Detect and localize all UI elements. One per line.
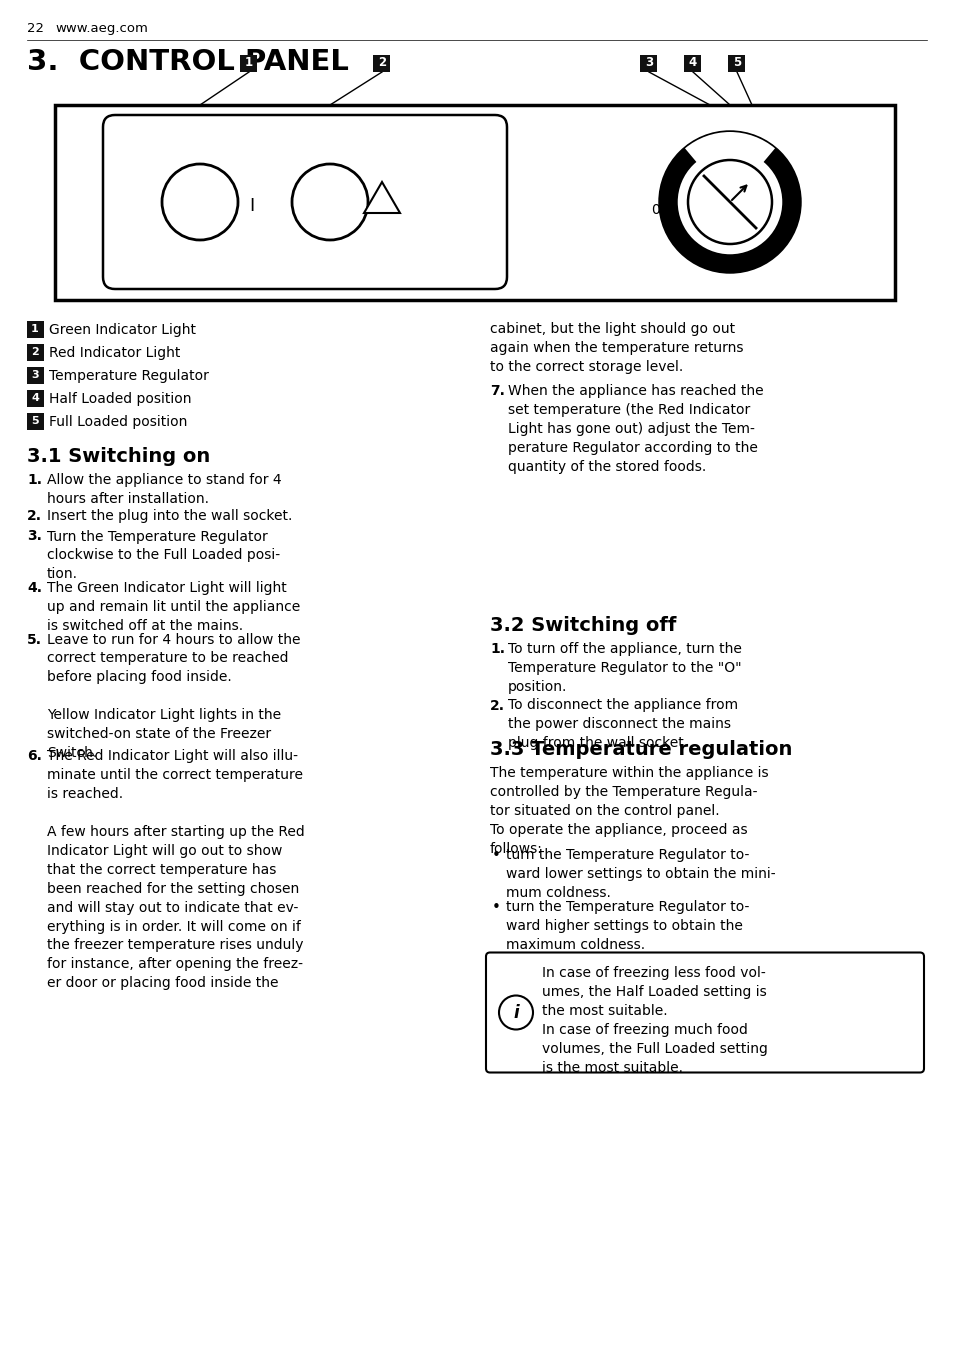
Text: 2.: 2. <box>490 699 504 713</box>
Text: The Red Indicator Light will also illu-
minate until the correct temperature
is : The Red Indicator Light will also illu- … <box>47 749 304 991</box>
Text: 3.: 3. <box>27 530 42 544</box>
FancyBboxPatch shape <box>639 54 657 72</box>
Text: 3: 3 <box>644 57 653 69</box>
Text: 22: 22 <box>27 22 44 35</box>
FancyBboxPatch shape <box>27 320 44 338</box>
Text: 7.: 7. <box>490 384 504 397</box>
FancyBboxPatch shape <box>374 54 390 72</box>
Wedge shape <box>684 132 774 201</box>
Text: Green Indicator Light: Green Indicator Light <box>49 323 195 337</box>
Circle shape <box>162 164 237 241</box>
FancyBboxPatch shape <box>485 953 923 1072</box>
Text: 1.: 1. <box>490 642 504 656</box>
Text: The Green Indicator Light will light
up and remain lit until the appliance
is sw: The Green Indicator Light will light up … <box>47 581 300 633</box>
Text: cabinet, but the light should go out
again when the temperature returns
to the c: cabinet, but the light should go out aga… <box>490 322 742 375</box>
Text: •: • <box>492 900 500 915</box>
Text: 5.: 5. <box>27 633 42 646</box>
Text: When the appliance has reached the
set temperature (the Red Indicator
Light has : When the appliance has reached the set t… <box>507 384 762 473</box>
Text: The temperature within the appliance is
controlled by the Temperature Regula-
to: The temperature within the appliance is … <box>490 767 768 856</box>
Text: Leave to run for 4 hours to allow the
correct temperature to be reached
before p: Leave to run for 4 hours to allow the co… <box>47 633 300 760</box>
Text: 3.3 Temperature regulation: 3.3 Temperature regulation <box>490 740 792 758</box>
Text: To turn off the appliance, turn the
Temperature Regulator to the "O"
position.: To turn off the appliance, turn the Temp… <box>507 642 741 694</box>
Text: www.aeg.com: www.aeg.com <box>55 22 148 35</box>
Text: To disconnect the appliance from
the power disconnect the mains
plug from the wa: To disconnect the appliance from the pow… <box>507 699 738 750</box>
FancyBboxPatch shape <box>103 115 506 289</box>
Text: 6.: 6. <box>27 749 42 763</box>
Text: 2: 2 <box>31 347 39 357</box>
Text: 1: 1 <box>245 57 253 69</box>
Text: i: i <box>513 1005 518 1022</box>
Text: 0: 0 <box>651 203 659 218</box>
FancyBboxPatch shape <box>27 343 44 361</box>
FancyBboxPatch shape <box>240 54 257 72</box>
Text: 3.2 Switching off: 3.2 Switching off <box>490 617 676 635</box>
Text: 4: 4 <box>31 393 39 403</box>
Text: Turn the Temperature Regulator
clockwise to the Full Loaded posi-
tion.: Turn the Temperature Regulator clockwise… <box>47 530 280 581</box>
Text: 4.: 4. <box>27 581 42 595</box>
Text: 1: 1 <box>31 324 39 334</box>
Text: 2.: 2. <box>27 508 42 523</box>
Text: turn the Temperature Regulator to-
ward lower settings to obtain the mini-
mum c: turn the Temperature Regulator to- ward … <box>505 849 775 900</box>
Text: 3: 3 <box>31 370 39 380</box>
Text: I: I <box>249 197 254 215</box>
Polygon shape <box>364 183 399 214</box>
Text: 5: 5 <box>732 57 740 69</box>
FancyBboxPatch shape <box>728 54 744 72</box>
Text: 2: 2 <box>377 57 386 69</box>
Text: 4: 4 <box>688 57 697 69</box>
Text: Insert the plug into the wall socket.: Insert the plug into the wall socket. <box>47 508 292 523</box>
Text: 5: 5 <box>31 416 39 426</box>
FancyBboxPatch shape <box>27 366 44 384</box>
Circle shape <box>498 995 533 1029</box>
Circle shape <box>292 164 368 241</box>
Text: 3.1 Switching on: 3.1 Switching on <box>27 448 210 466</box>
FancyBboxPatch shape <box>27 389 44 407</box>
Text: Allow the appliance to stand for 4
hours after installation.: Allow the appliance to stand for 4 hours… <box>47 473 281 506</box>
FancyBboxPatch shape <box>684 54 700 72</box>
FancyBboxPatch shape <box>27 412 44 430</box>
Text: In case of freezing less food vol-
umes, the Half Loaded setting is
the most sui: In case of freezing less food vol- umes,… <box>541 967 767 1075</box>
Text: Half Loaded position: Half Loaded position <box>49 392 192 406</box>
Circle shape <box>687 160 771 243</box>
FancyBboxPatch shape <box>55 105 894 300</box>
Text: Red Indicator Light: Red Indicator Light <box>49 346 180 360</box>
Text: 3.  CONTROL PANEL: 3. CONTROL PANEL <box>27 49 349 76</box>
Text: turn the Temperature Regulator to-
ward higher settings to obtain the
maximum co: turn the Temperature Regulator to- ward … <box>505 900 749 952</box>
Text: Full Loaded position: Full Loaded position <box>49 415 187 429</box>
Text: •: • <box>492 849 500 864</box>
Text: Temperature Regulator: Temperature Regulator <box>49 369 209 383</box>
Text: 1.: 1. <box>27 473 42 487</box>
